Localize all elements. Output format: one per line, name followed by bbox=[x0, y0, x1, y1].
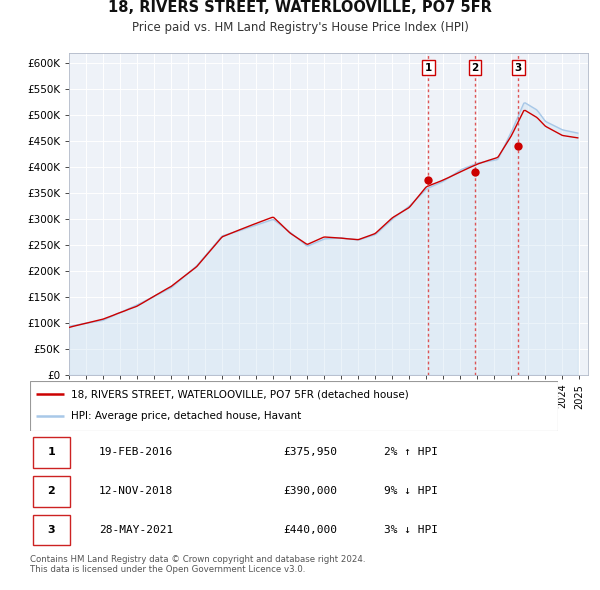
Text: HPI: Average price, detached house, Havant: HPI: Average price, detached house, Hava… bbox=[71, 411, 301, 421]
Text: 1: 1 bbox=[47, 447, 55, 457]
Bar bbox=[32, 437, 70, 468]
Text: £440,000: £440,000 bbox=[283, 525, 337, 535]
Text: 2% ↑ HPI: 2% ↑ HPI bbox=[384, 447, 438, 457]
Text: 12-NOV-2018: 12-NOV-2018 bbox=[98, 486, 173, 496]
Text: Contains HM Land Registry data © Crown copyright and database right 2024.
This d: Contains HM Land Registry data © Crown c… bbox=[30, 555, 365, 574]
Text: 19-FEB-2016: 19-FEB-2016 bbox=[98, 447, 173, 457]
Text: £390,000: £390,000 bbox=[283, 486, 337, 496]
Text: 18, RIVERS STREET, WATERLOOVILLE, PO7 5FR: 18, RIVERS STREET, WATERLOOVILLE, PO7 5F… bbox=[108, 0, 492, 15]
Text: 3: 3 bbox=[515, 63, 522, 73]
Text: Price paid vs. HM Land Registry's House Price Index (HPI): Price paid vs. HM Land Registry's House … bbox=[131, 21, 469, 34]
Text: 3: 3 bbox=[47, 525, 55, 535]
Text: 9% ↓ HPI: 9% ↓ HPI bbox=[384, 486, 438, 496]
Text: £375,950: £375,950 bbox=[283, 447, 337, 457]
Text: 18, RIVERS STREET, WATERLOOVILLE, PO7 5FR (detached house): 18, RIVERS STREET, WATERLOOVILLE, PO7 5F… bbox=[71, 389, 409, 399]
Text: 3% ↓ HPI: 3% ↓ HPI bbox=[384, 525, 438, 535]
Bar bbox=[32, 515, 70, 546]
Text: 28-MAY-2021: 28-MAY-2021 bbox=[98, 525, 173, 535]
Text: 2: 2 bbox=[47, 486, 55, 496]
Bar bbox=[32, 476, 70, 507]
Text: 2: 2 bbox=[472, 63, 479, 73]
Text: 1: 1 bbox=[425, 63, 432, 73]
